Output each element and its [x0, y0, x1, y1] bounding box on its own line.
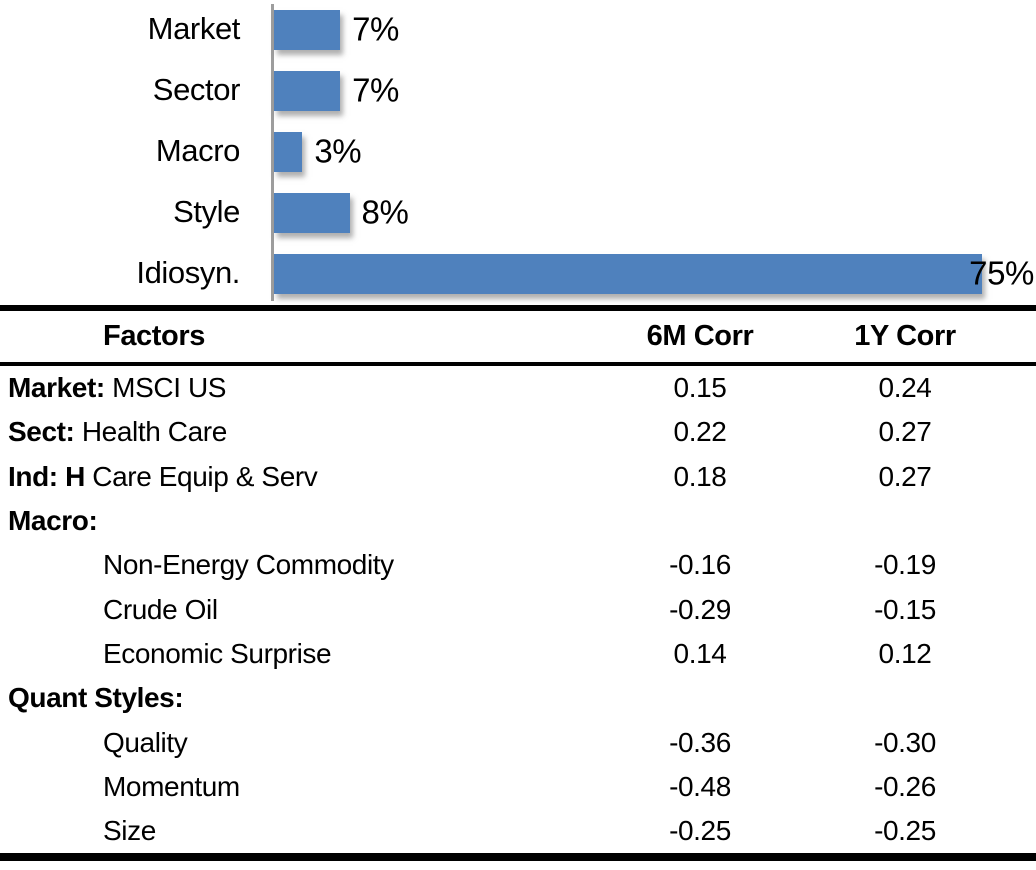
- table-cell-1y-corr: 0.24: [878, 372, 932, 404]
- factor-label: Crude Oil: [103, 593, 218, 625]
- table-bottom-rule: [0, 853, 1036, 862]
- table-cell-1y-corr: -0.15: [874, 593, 936, 625]
- table-row: Momentum -0.48 -0.26: [0, 765, 1036, 809]
- chart-bar-value-label: 7%: [352, 71, 399, 109]
- table-cell-6m-corr: 0.15: [673, 372, 727, 404]
- table-cell-factor: Non-Energy Commodity: [0, 549, 590, 581]
- chart-bar: [274, 71, 341, 111]
- column-header-factors: Factors: [103, 320, 205, 352]
- table-row: Quality -0.36 -0.30: [0, 720, 1036, 764]
- table-cell-1y-corr: -0.30: [874, 726, 936, 758]
- table-row: Macro:: [0, 499, 1036, 543]
- factor-label: Momentum: [103, 770, 240, 802]
- chart-category-label: Macro: [155, 133, 241, 168]
- factor-bold-prefix: Sect:: [8, 416, 75, 448]
- table-cell-factor: Crude Oil: [0, 594, 590, 626]
- table-row: Economic Surprise 0.14 0.12: [0, 632, 1036, 676]
- table-cell-1y-corr: 0.27: [878, 460, 932, 492]
- table-row: Non-Energy Commodity -0.16 -0.19: [0, 543, 1036, 587]
- table-row: Ind: H Care Equip & Serv 0.18 0.27: [0, 455, 1036, 499]
- table-cell-6m-corr: -0.29: [669, 593, 731, 625]
- table-cell-factor: Sect: Health Care: [0, 416, 590, 448]
- chart-bar-value-label: 8%: [361, 193, 409, 231]
- factor-bold-prefix: Quant Styles:: [8, 682, 184, 714]
- chart-category-label: Sector: [152, 72, 241, 107]
- table-cell-factor: Market: MSCI US: [0, 372, 590, 404]
- column-header-1y-corr: 1Y Corr: [854, 320, 956, 352]
- table-row: Crude Oil -0.29 -0.15: [0, 587, 1036, 631]
- table-cell-factor: Macro:: [0, 505, 590, 537]
- chart-bar-area: 7%: [274, 61, 1036, 122]
- table-cell-1y-corr: 0.27: [878, 416, 932, 448]
- table-row: Size -0.25 -0.25: [0, 809, 1036, 853]
- factor-label: Health Care: [74, 416, 227, 448]
- chart-bar-value-label: 75%: [969, 254, 1034, 292]
- table-cell-6m-corr: 0.22: [673, 416, 727, 448]
- factor-label: MSCI US: [104, 372, 227, 404]
- chart-bar-area: 3%: [274, 122, 1036, 183]
- chart-bar-row: Sector 7%: [0, 61, 1036, 122]
- chart-vertical-axis: [271, 4, 274, 301]
- table-cell-factor: Economic Surprise: [0, 638, 590, 670]
- column-header-6m-corr: 6M Corr: [646, 320, 754, 352]
- chart-bar-value-label: 7%: [352, 10, 399, 48]
- chart-bar-row: Market 7%: [0, 0, 1036, 61]
- table-cell-factor: Quality: [0, 727, 590, 759]
- factor-correlation-table: Factors 6M Corr 1Y Corr Market: MSCI US …: [0, 305, 1036, 862]
- chart-bar-row: Macro 3%: [0, 122, 1036, 183]
- table-cell-factor: Momentum: [0, 771, 590, 803]
- table-body: Market: MSCI US 0.15 0.24 Sect: Health C…: [0, 366, 1036, 853]
- table-header-row: Factors 6M Corr 1Y Corr: [0, 311, 1036, 366]
- factor-bold-prefix: Macro:: [8, 505, 98, 537]
- factor-label: Quality: [103, 726, 188, 758]
- chart-bar: [274, 10, 341, 50]
- chart-bar: [274, 254, 982, 294]
- table-row: Sect: Health Care 0.22 0.27: [0, 410, 1036, 454]
- table-cell-factor: Ind: H Care Equip & Serv: [0, 461, 590, 493]
- factor-label: Size: [103, 815, 156, 847]
- table-cell-1y-corr: -0.19: [874, 549, 936, 581]
- factor-label: Economic Surprise: [103, 637, 332, 669]
- chart-bar: [274, 132, 303, 172]
- table-cell-6m-corr: -0.36: [669, 726, 731, 758]
- table-cell-factor: Size: [0, 815, 590, 847]
- table-cell-factor: Quant Styles:: [0, 682, 590, 714]
- table-cell-6m-corr: 0.14: [673, 637, 727, 669]
- chart-bar-row: Style 8%: [0, 183, 1036, 244]
- table-cell-6m-corr: -0.16: [669, 549, 731, 581]
- chart-bar-area: 7%: [274, 0, 1036, 61]
- table-cell-6m-corr: -0.25: [669, 815, 731, 847]
- chart-bar: [274, 193, 350, 233]
- table-cell-6m-corr: -0.48: [669, 770, 731, 802]
- factor-bold-prefix: Ind: H: [8, 460, 85, 492]
- table-cell-1y-corr: -0.26: [874, 770, 936, 802]
- chart-bar-row: Idiosyn. 75%: [0, 244, 1036, 305]
- table-cell-1y-corr: 0.12: [878, 637, 932, 669]
- chart-category-label: Idiosyn.: [136, 255, 240, 290]
- factor-bold-prefix: Market:: [8, 372, 105, 404]
- table-row: Quant Styles:: [0, 676, 1036, 720]
- chart-category-label: Market: [147, 11, 241, 46]
- factor-label: Care Equip & Serv: [84, 460, 318, 492]
- chart-rows: Market 7% Sector 7% Macro 3% Style 8% Id…: [0, 0, 1036, 305]
- chart-bar-value-label: 3%: [314, 132, 362, 170]
- table-cell-1y-corr: -0.25: [874, 815, 936, 847]
- chart-category-label: Style: [173, 194, 240, 229]
- chart-bar-area: 8%: [274, 183, 1036, 244]
- chart-bar-area: 75%: [274, 244, 1036, 305]
- risk-factor-bar-chart: Market 7% Sector 7% Macro 3% Style 8% Id…: [0, 0, 1036, 305]
- table-row: Market: MSCI US 0.15 0.24: [0, 366, 1036, 410]
- table-cell-6m-corr: 0.18: [673, 460, 727, 492]
- factor-label: Non-Energy Commodity: [103, 549, 394, 581]
